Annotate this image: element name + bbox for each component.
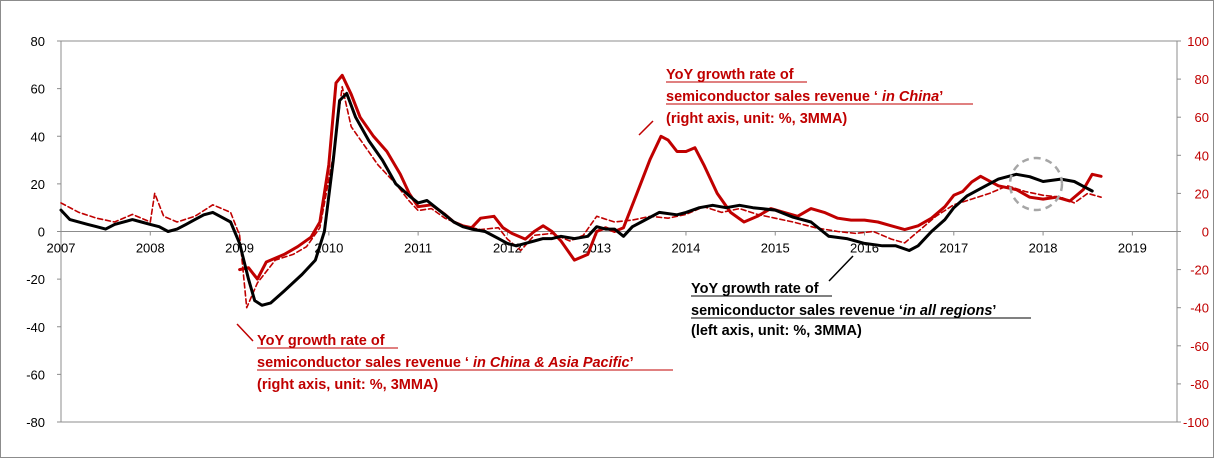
right-tick-label: -100 — [1183, 415, 1209, 430]
left-tick-label: -80 — [26, 415, 45, 430]
left-axis-ticks: 80 60 40 20 0 -20 -40 -60 -80 — [26, 34, 61, 430]
x-tick-label: 2018 — [1029, 241, 1058, 256]
annotation-all-regions-line1: YoY growth rate of — [691, 281, 819, 297]
all-regions-leader-line — [828, 255, 854, 282]
left-tick-label: 40 — [31, 129, 45, 144]
x-tick-label: 2008 — [136, 241, 165, 256]
left-tick-label: 0 — [38, 225, 45, 240]
right-tick-label: 20 — [1195, 186, 1209, 201]
x-tick-label: 2013 — [582, 241, 611, 256]
annotation-china-ap-line2: semiconductor sales revenue ‘ in China &… — [257, 355, 634, 371]
series-line-all-regions — [59, 91, 1094, 307]
x-tick-label: 2019 — [1118, 241, 1147, 256]
annotation-china-line2: semiconductor sales revenue ‘ in China’ — [666, 89, 943, 105]
x-tick-label: 2017 — [939, 241, 968, 256]
right-tick-label: -20 — [1190, 263, 1209, 278]
x-tick-label: 2011 — [404, 241, 432, 256]
right-tick-label: -40 — [1190, 301, 1209, 316]
china-ap-leader-line — [236, 323, 254, 342]
series-layer — [59, 73, 1103, 309]
left-tick-label: -40 — [26, 320, 45, 335]
highlight-circle — [1008, 156, 1064, 212]
annotation-all-regions-note: (left axis, unit: %, 3MMA) — [691, 323, 862, 339]
right-tick-label: -80 — [1190, 377, 1209, 392]
annotation-china-note: (right axis, unit: %, 3MMA) — [666, 111, 847, 127]
left-tick-label: -60 — [26, 367, 45, 382]
x-axis-ticks: 2007 2008 2009 2010 2011 2012 2013 2014 2015 2016… — [47, 231, 1147, 256]
left-tick-label: 20 — [31, 177, 45, 192]
left-tick-label: 60 — [31, 82, 45, 97]
right-tick-label: 40 — [1195, 148, 1209, 163]
annotation-china-ap-line1: YoY growth rate of — [257, 333, 385, 349]
china-leader-line — [638, 120, 654, 136]
right-axis-ticks: 100 80 60 40 20 0 -20 -40 -60 -80 -100 — [1177, 34, 1209, 430]
right-tick-label: 100 — [1187, 34, 1209, 49]
annotation-china: YoY growth rate of semiconductor sales r… — [666, 67, 973, 127]
x-tick-label: 2014 — [671, 241, 700, 256]
series-line-china — [238, 73, 1103, 281]
x-tick-label: 2007 — [47, 241, 76, 256]
annotation-china-ap-note: (right axis, unit: %, 3MMA) — [257, 377, 438, 393]
x-tick-label: 2015 — [761, 241, 790, 256]
left-tick-label: 80 — [31, 34, 45, 49]
right-tick-label: 60 — [1195, 110, 1209, 125]
annotation-all-regions-line2: semiconductor sales revenue ‘in all regi… — [691, 303, 996, 319]
annotation-china-ap: YoY growth rate of semiconductor sales r… — [257, 333, 673, 393]
right-tick-label: -60 — [1190, 339, 1209, 354]
annotation-all-regions: YoY growth rate of semiconductor sales r… — [691, 281, 1031, 339]
right-tick-label: 0 — [1202, 225, 1209, 240]
annotation-china-line1: YoY growth rate of — [666, 67, 794, 83]
left-tick-label: -20 — [26, 272, 45, 287]
right-tick-label: 80 — [1195, 72, 1209, 87]
